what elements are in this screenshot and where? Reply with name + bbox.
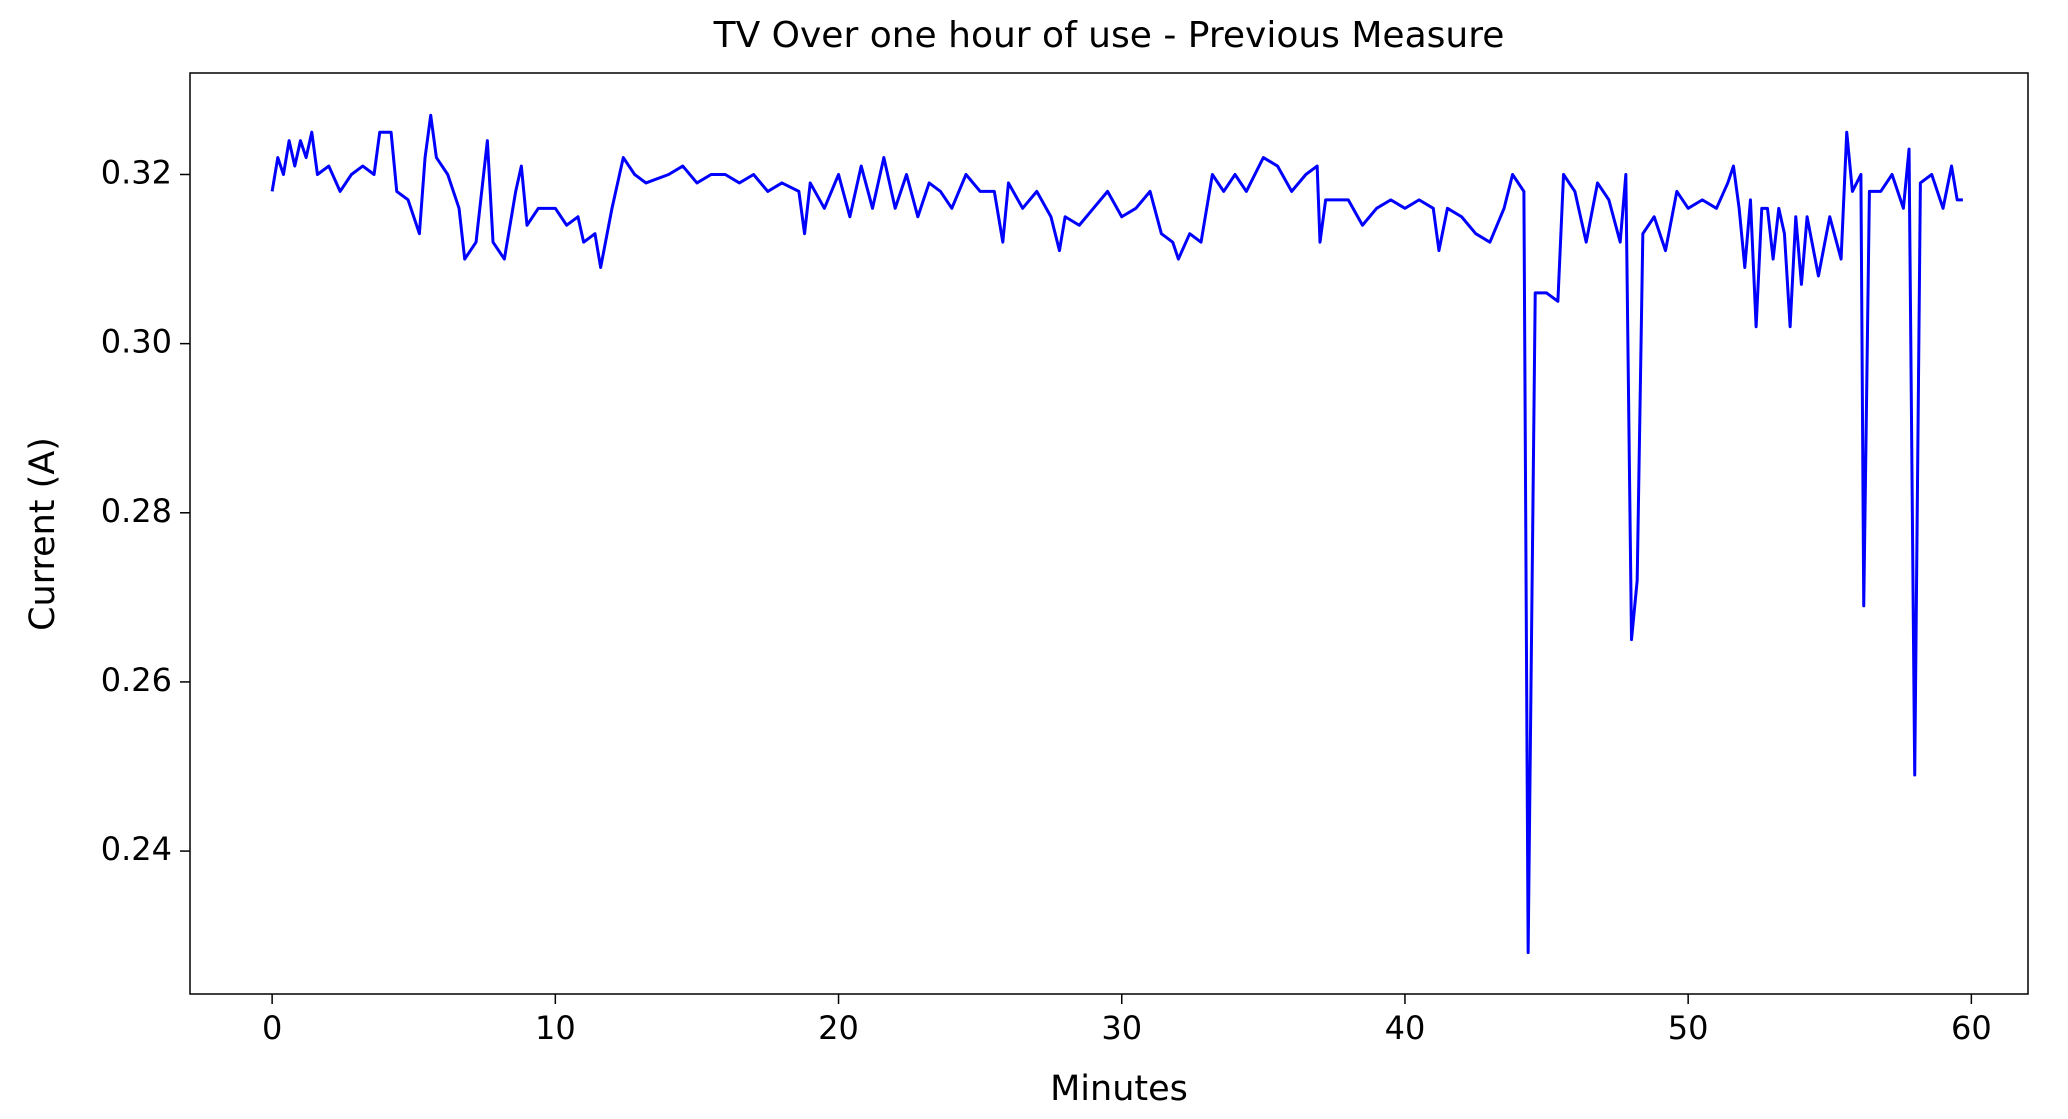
x-tick-label: 40 — [1385, 1009, 1426, 1047]
x-tick-label: 0 — [262, 1009, 282, 1047]
chart-title: TV Over one hour of use - Previous Measu… — [713, 15, 1505, 56]
x-tick-label: 30 — [1101, 1009, 1142, 1047]
x-tick-label: 50 — [1668, 1009, 1709, 1047]
y-tick-label: 0.24 — [101, 830, 172, 868]
y-axis-label: Current (A) — [23, 437, 63, 631]
y-tick-label: 0.30 — [101, 323, 172, 361]
x-tick-label: 10 — [535, 1009, 576, 1047]
y-tick-label: 0.32 — [101, 153, 172, 191]
y-tick-label: 0.26 — [101, 661, 172, 699]
plot-frame — [189, 72, 2029, 995]
x-axis-label: Minutes — [1050, 1069, 1188, 1109]
x-tick-label: 60 — [1951, 1009, 1992, 1047]
line — [270, 113, 1963, 955]
y-tick-label: 0.28 — [101, 492, 172, 530]
x-tick-label: 20 — [818, 1009, 859, 1047]
